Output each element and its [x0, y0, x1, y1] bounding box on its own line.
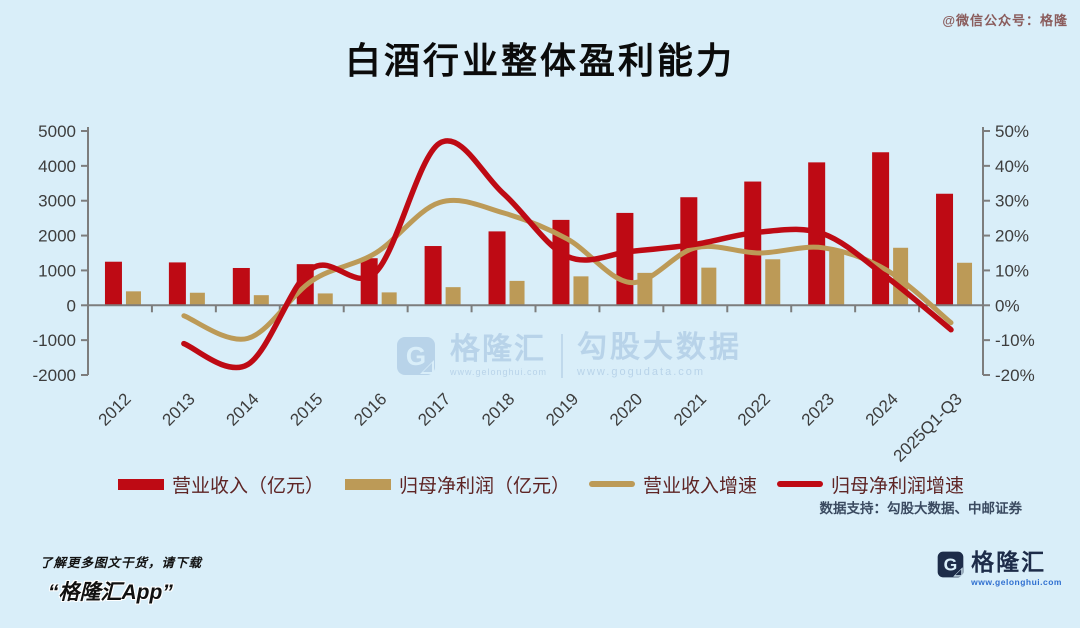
- data-support-note: 数据支持：勾股大数据、中邮证券: [819, 501, 1023, 516]
- left-axis-tick-label: 0: [67, 296, 76, 315]
- left-axis-tick-label: -2000: [33, 366, 76, 385]
- bar-revenue-2019: [552, 219, 570, 306]
- trend-line-profit-growth: [181, 138, 954, 371]
- left-axis-tick-label: 2000: [38, 227, 76, 246]
- legend-swatch-line: [777, 481, 823, 487]
- x-axis-label-2024: 2024: [862, 389, 902, 429]
- logo-url: www.gelonghui.com: [971, 577, 1062, 587]
- x-axis-label-2025Q1-Q3: 2025Q1-Q3: [890, 389, 966, 465]
- bar-profit-2023: [829, 251, 845, 306]
- wechat-watermark: @微信公众号：格隆: [942, 13, 1068, 28]
- legend-label: 归母净利润增速: [831, 475, 965, 497]
- left-axis-tick-label: 5000: [38, 122, 76, 141]
- page-title: 白酒行业整体盈利能力: [344, 40, 735, 81]
- bar-revenue-2017: [424, 246, 442, 306]
- bar-revenue-2013: [168, 262, 186, 306]
- right-axis-tick-label: -20%: [995, 366, 1035, 385]
- x-axis-label-2012: 2012: [95, 389, 135, 429]
- footer-promo-line1: 了解更多图文干货，请下载: [40, 556, 203, 570]
- bar-profit-2016: [381, 292, 397, 306]
- right-axis-tick-label: -10%: [995, 331, 1035, 350]
- bar-profit-2021: [701, 267, 717, 306]
- chart-legend: 营业收入（亿元） 归母净利润（亿元） 营业收入增速 归母净利润增速: [0, 471, 1080, 497]
- gelonghui-g-icon: G: [937, 551, 964, 578]
- bar-revenue-2025Q1-Q3: [936, 193, 954, 306]
- bar-revenue-2022: [744, 181, 762, 306]
- footer-promo-line2: “格隆汇App”: [48, 581, 173, 604]
- right-axis-tick-label: 50%: [995, 122, 1029, 141]
- bar-profit-2018: [509, 280, 525, 306]
- x-axis-label-2022: 2022: [734, 389, 774, 429]
- logo-name: 格隆汇: [971, 549, 1047, 575]
- x-axis-label-2013: 2013: [159, 389, 199, 429]
- bar-profit-2012: [125, 291, 141, 306]
- bar-profit-2015: [317, 293, 333, 306]
- x-axis-label-2023: 2023: [798, 389, 838, 429]
- bar-revenue-2020: [616, 212, 634, 306]
- svg-text:G: G: [944, 555, 958, 575]
- x-axis-label-2017: 2017: [414, 389, 454, 429]
- bar-profit-2014: [253, 295, 269, 306]
- left-axis-tick-label: 3000: [38, 192, 76, 211]
- x-axis-label-2018: 2018: [478, 389, 518, 429]
- bar-revenue-2012: [104, 261, 122, 306]
- x-axis-label-2014: 2014: [222, 389, 262, 429]
- left-axis-tick-label: 4000: [38, 157, 76, 176]
- legend-label: 营业收入增速: [643, 475, 758, 497]
- bar-revenue-2018: [488, 231, 506, 306]
- left-axis-tick-label: 1000: [38, 261, 76, 280]
- footer-promo: 了解更多图文干货，请下载 “格隆汇App”: [40, 552, 202, 606]
- bar-revenue-2024: [872, 152, 890, 306]
- x-axis-label-2015: 2015: [286, 389, 326, 429]
- legend-item-3: 归母净利润增速: [777, 471, 964, 497]
- right-axis-tick-label: 10%: [995, 261, 1029, 280]
- bar-profit-2025Q1-Q3: [957, 262, 973, 306]
- bar-revenue-2016: [360, 258, 378, 306]
- right-axis-tick-label: 40%: [995, 157, 1029, 176]
- bar-profit-2013: [189, 292, 205, 306]
- x-axis-label-2021: 2021: [670, 389, 710, 429]
- legend-item-0: 营业收入（亿元）: [118, 471, 324, 497]
- bar-profit-2022: [765, 259, 781, 306]
- left-axis-tick-label: -1000: [33, 331, 76, 350]
- legend-item-1: 归母净利润（亿元）: [345, 471, 570, 497]
- x-axis-label-2020: 2020: [606, 389, 646, 429]
- legend-swatch-bar: [118, 478, 164, 490]
- legend-item-2: 营业收入增速: [589, 471, 757, 497]
- bar-profit-2019: [573, 276, 589, 306]
- gelonghui-logo: G 格隆汇 www.gelonghui.com: [937, 551, 1062, 587]
- legend-label: 归母净利润（亿元）: [399, 475, 571, 497]
- x-axis-label-2016: 2016: [350, 389, 390, 429]
- legend-swatch-bar: [345, 478, 391, 490]
- right-axis-tick-label: 0%: [995, 296, 1020, 315]
- x-axis-label-2019: 2019: [542, 389, 582, 429]
- right-axis-tick-label: 30%: [995, 192, 1029, 211]
- bar-profit-2017: [445, 287, 461, 306]
- trend-line-revenue-growth: [181, 197, 954, 342]
- legend-swatch-line: [589, 481, 635, 487]
- bar-revenue-2014: [232, 267, 250, 306]
- legend-label: 营业收入（亿元）: [172, 475, 325, 497]
- right-axis-tick-label: 20%: [995, 227, 1029, 246]
